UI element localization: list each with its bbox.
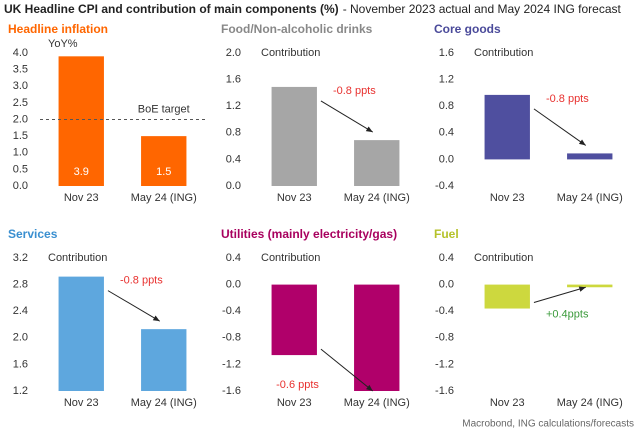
y-tick-label: 0.8: [439, 100, 454, 112]
annotation-arrow: [320, 348, 374, 392]
panel-title: Utilities (mainly electricity/gas): [221, 227, 397, 241]
arrow-head: [578, 139, 586, 146]
annotation: -0.6 ppts: [276, 379, 319, 391]
arrow-head: [365, 126, 373, 133]
x-tick-label: Nov 23: [277, 192, 312, 204]
y-tick-label: -1.6: [435, 385, 454, 397]
panel-title: Headline inflation: [8, 22, 108, 36]
y-tick-label: 0.0: [226, 180, 241, 192]
panel-title: Core goods: [434, 22, 501, 36]
arrow-head: [578, 286, 586, 292]
y-tick-label: 4.0: [13, 47, 28, 59]
y-tick-label: 1.6: [439, 47, 454, 59]
y-tick-label: 3.0: [13, 80, 28, 92]
x-tick-label: May 24 (ING): [344, 397, 410, 409]
arrow-head: [366, 384, 373, 391]
y-tick-label: 3.5: [13, 64, 28, 76]
y-tick-label: 1.6: [226, 74, 241, 86]
x-tick-label: May 24 (ING): [344, 192, 410, 204]
y-axis-label: Contribution: [48, 252, 107, 264]
annotation: -0.8 ppts: [333, 85, 376, 97]
y-tick-label: 1.2: [439, 74, 454, 86]
x-tick-label: May 24 (ING): [557, 397, 623, 409]
bar: [567, 153, 613, 160]
y-tick-label: -1.2: [222, 358, 241, 370]
annotation-arrow: [320, 100, 374, 133]
y-tick-label: 0.0: [439, 153, 454, 165]
y-tick-label: 0.4: [439, 127, 454, 139]
x-tick-label: Nov 23: [490, 397, 525, 409]
y-tick-label: 2.8: [13, 279, 28, 291]
bar: [58, 56, 104, 187]
y-tick-label: -0.8: [435, 332, 454, 344]
page-subtitle: - November 2023 actual and May 2024 ING …: [343, 2, 622, 16]
x-tick-label: Nov 23: [64, 397, 99, 409]
y-tick-label: 1.6: [13, 358, 28, 370]
panel-title: Food/Non-alcoholic drinks: [221, 22, 373, 36]
bar: [271, 86, 317, 186]
y-tick-label: 2.4: [13, 305, 28, 317]
annotation: +0.4ppts: [546, 308, 589, 320]
value-label: 3.9: [74, 166, 89, 178]
annotation-arrow: [107, 290, 161, 322]
y-axis-label: YoY%: [48, 38, 78, 50]
x-tick-label: May 24 (ING): [557, 192, 623, 204]
y-tick-label: -1.6: [222, 385, 241, 397]
y-tick-label: 0.4: [439, 252, 454, 264]
y-tick-label: -1.2: [435, 358, 454, 370]
reference-label: BoE target: [138, 103, 190, 115]
y-tick-label: 0.4: [226, 252, 241, 264]
y-axis-label: Contribution: [474, 252, 533, 264]
y-tick-label: 2.0: [226, 47, 241, 59]
y-tick-label: 2.5: [13, 97, 28, 109]
bar: [58, 276, 104, 391]
y-tick-label: 2.0: [13, 113, 28, 125]
annotation: -0.8 ppts: [120, 275, 163, 287]
panel-title: Services: [8, 227, 58, 241]
annotation: -0.8 ppts: [546, 93, 589, 105]
y-tick-label: 0.0: [439, 279, 454, 291]
y-axis-label: Contribution: [261, 252, 320, 264]
bar: [567, 284, 613, 288]
y-tick-label: 1.5: [13, 130, 28, 142]
bar: [354, 140, 400, 186]
panel-title: Fuel: [434, 227, 459, 241]
x-tick-label: Nov 23: [64, 192, 99, 204]
bar: [484, 284, 530, 309]
page-title: UK Headline CPI and contribution of main…: [4, 2, 339, 16]
y-axis-label: Contribution: [261, 47, 320, 59]
y-tick-label: 1.2: [13, 385, 28, 397]
x-tick-label: Nov 23: [277, 397, 312, 409]
x-tick-label: May 24 (ING): [131, 192, 197, 204]
y-tick-label: 0.0: [226, 279, 241, 291]
y-tick-label: -0.4: [222, 305, 241, 317]
annotation-arrow: [533, 108, 587, 146]
page-title-line: UK Headline CPI and contribution of main…: [4, 2, 621, 16]
x-tick-label: Nov 23: [490, 192, 525, 204]
bar: [141, 136, 187, 186]
value-label: 1.5: [156, 166, 171, 178]
y-tick-label: 2.0: [13, 332, 28, 344]
y-axis-label: Contribution: [474, 47, 533, 59]
bar: [484, 94, 530, 160]
y-tick-label: 0.4: [226, 153, 241, 165]
bar: [271, 284, 317, 356]
source: Macrobond, ING calculations/forecasts: [462, 419, 634, 430]
y-tick-label: 1.2: [226, 100, 241, 112]
y-tick-label: -0.4: [435, 305, 454, 317]
arrow-head: [152, 315, 160, 322]
y-tick-label: 0.8: [226, 127, 241, 139]
annotation-arrow: [533, 286, 586, 304]
y-tick-label: 0.0: [13, 180, 28, 192]
bar: [354, 284, 400, 391]
bar: [141, 329, 187, 391]
y-tick-label: 3.2: [13, 252, 28, 264]
y-tick-label: 0.5: [13, 163, 28, 175]
y-tick-label: -0.4: [435, 180, 454, 192]
y-tick-label: 1.0: [13, 147, 28, 159]
x-tick-label: May 24 (ING): [131, 397, 197, 409]
y-tick-label: -0.8: [222, 332, 241, 344]
